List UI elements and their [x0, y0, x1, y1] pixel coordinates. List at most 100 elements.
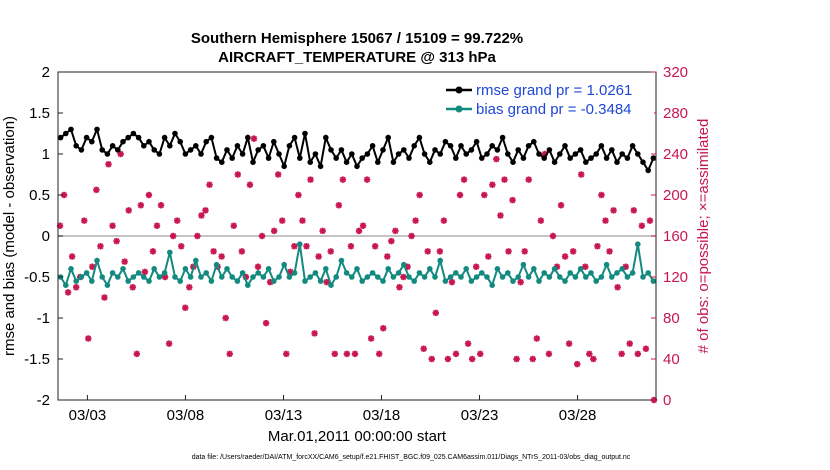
obs-point [93, 186, 100, 194]
obs-point-stroke [335, 202, 342, 209]
rmse-point [63, 130, 69, 137]
bias-point [161, 270, 168, 276]
obs-point [230, 222, 237, 229]
right-tick-label: 320 [663, 64, 688, 81]
obs-point [323, 278, 330, 286]
obs-point-stroke [376, 350, 383, 357]
bias-point [239, 270, 246, 276]
bias-point [68, 266, 74, 272]
obs-point-stroke [537, 217, 544, 224]
rmse-point [193, 143, 199, 149]
obs-point [626, 340, 633, 347]
obs-point-stroke [420, 345, 427, 352]
obs-point [489, 181, 496, 188]
bias-point [499, 274, 506, 280]
obs-point-stroke [113, 238, 120, 245]
obs-point-stroke [465, 340, 472, 347]
obs-point [533, 335, 541, 342]
legend-marker [455, 105, 463, 113]
obs-point [141, 268, 149, 276]
obs-point-stroke [493, 156, 500, 163]
rmse-point [333, 155, 340, 161]
obs-point-stroke [372, 243, 379, 250]
rmse-point [531, 138, 537, 145]
bias-point [302, 278, 308, 284]
obs-point [420, 345, 427, 352]
obs-point-stroke [125, 207, 132, 214]
obs-point-stroke [255, 263, 261, 270]
rmse-point [619, 151, 625, 157]
bias-point [609, 274, 615, 280]
bias-point [156, 274, 163, 280]
bias-point [343, 270, 350, 276]
rmse-point [536, 151, 542, 157]
obs-point [549, 232, 557, 240]
obs-point [113, 237, 120, 245]
left-tick-label: -0.5 [24, 269, 50, 286]
obs-point-stroke [529, 356, 536, 362]
left-tick-label: 2 [42, 64, 50, 81]
obs-point-stroke [521, 248, 528, 255]
obs-point-stroke [218, 253, 225, 260]
rmse-point [406, 155, 412, 161]
obs-point-stroke [380, 325, 387, 332]
bias-point [63, 282, 69, 289]
bias-point [359, 278, 366, 284]
rmse-point [650, 155, 657, 161]
rmse-point [328, 147, 334, 153]
bias-point [167, 249, 173, 256]
rmse-point [302, 130, 308, 137]
obs-point [574, 360, 581, 368]
obs-point [157, 202, 165, 209]
obs-point [529, 355, 536, 363]
bias-point [276, 274, 282, 280]
bias-point [635, 241, 641, 247]
x-tick-label: 03/28 [559, 407, 597, 424]
obs-point [250, 135, 258, 142]
obs-point-stroke [485, 253, 492, 260]
obs-point-stroke [327, 248, 334, 255]
rmse-point [401, 147, 407, 153]
bias-point [593, 278, 599, 284]
rmse-point [115, 147, 121, 153]
rmse-point [312, 151, 319, 157]
bias-point [172, 274, 178, 280]
rmse-point [83, 134, 90, 141]
obs-point [198, 212, 205, 219]
obs-point-stroke [392, 227, 399, 234]
bias-point [234, 278, 241, 284]
bias-point [94, 257, 100, 264]
obs-point [226, 350, 233, 358]
bias-point [650, 278, 657, 284]
obs-point-stroke [497, 212, 504, 219]
rmse-point [598, 143, 605, 149]
obs-point-stroke [149, 248, 156, 255]
obs-point [105, 161, 112, 168]
obs-point [319, 227, 326, 235]
rmse-point [265, 155, 272, 161]
rmse-point [78, 147, 85, 153]
obs-point-stroke [461, 176, 468, 183]
rmse-point [551, 159, 558, 165]
bias-point [151, 266, 157, 272]
bias-point [510, 278, 516, 284]
obs-point-stroke [360, 222, 367, 229]
rmse-point [125, 134, 131, 141]
bias-point [541, 270, 547, 276]
obs-point [485, 253, 492, 260]
bias-point [520, 261, 527, 268]
obs-point-stroke [436, 248, 443, 255]
bias-point [432, 274, 438, 280]
obs-point [60, 191, 68, 199]
obs-point-stroke [388, 238, 395, 245]
legend-label: rmse grand pr = 1.0261 [476, 82, 632, 99]
obs-point [448, 278, 456, 286]
rmse-point [458, 143, 464, 149]
rmse-point [635, 151, 641, 157]
rmse-point [473, 138, 480, 145]
bias-point [577, 266, 584, 272]
bias-point [265, 266, 272, 272]
rmse-point [557, 151, 563, 157]
obs-point-stroke [303, 243, 310, 250]
